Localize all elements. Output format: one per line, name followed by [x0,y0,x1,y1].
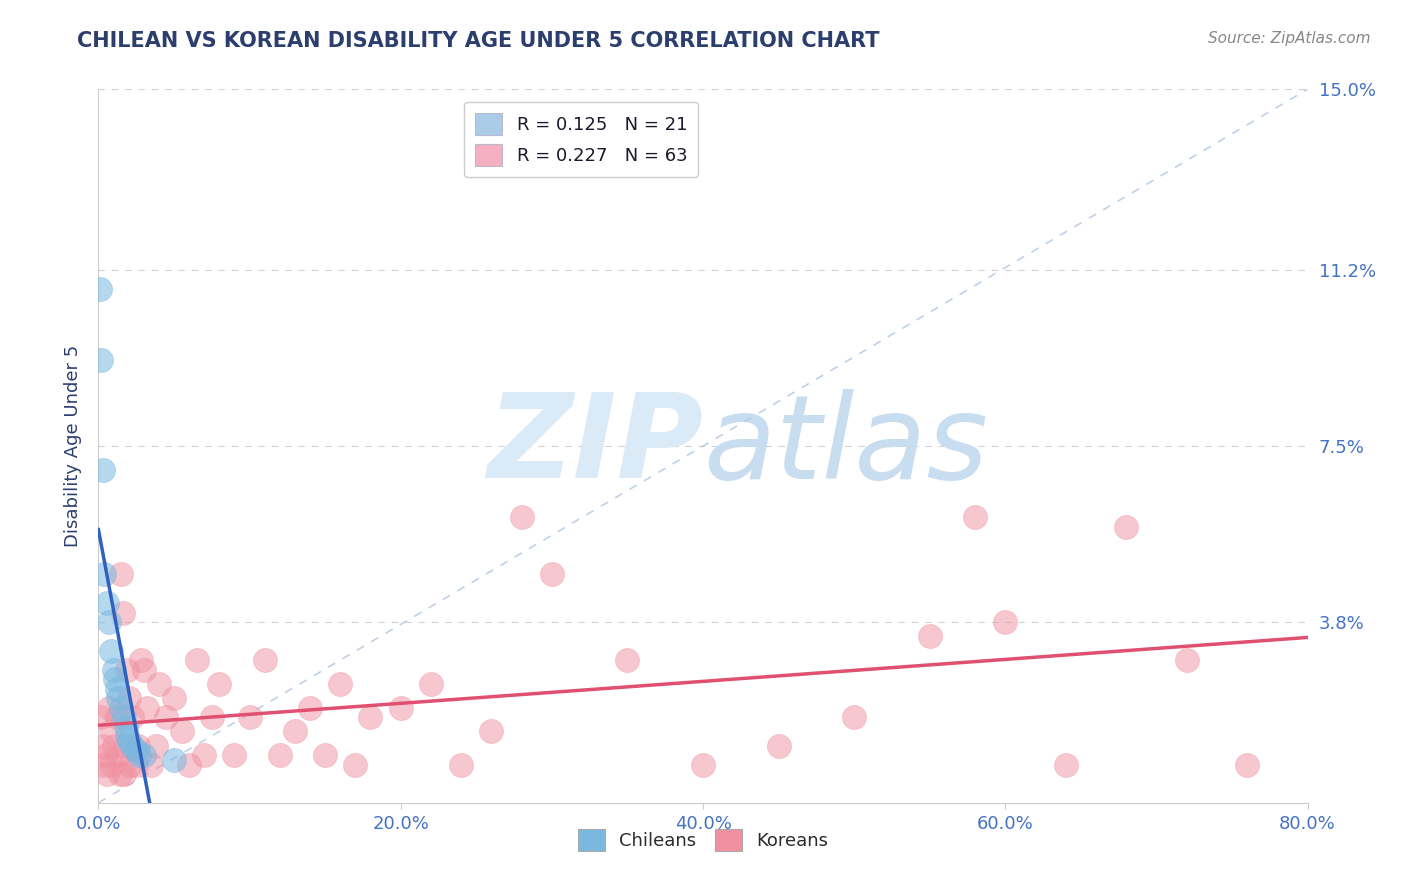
Point [616,653,638,667]
Point [110,700,132,714]
Point [132,748,155,763]
Point [170,724,193,739]
Text: ZIP: ZIP [486,389,703,503]
Point [91,463,114,477]
Point [93,757,115,772]
Point [118,734,141,748]
Point [94,748,117,763]
Point [111,606,134,620]
Point [299,700,322,714]
Point [107,691,129,706]
Point [108,767,131,781]
Point [100,724,122,739]
Point [481,724,503,739]
Point [104,672,127,686]
Point [135,700,157,714]
Point [112,710,135,724]
Point [163,691,186,706]
Point [360,710,382,724]
Point [129,653,152,667]
Point [107,748,129,763]
Point [120,757,142,772]
Point [91,739,114,753]
Point [98,700,121,714]
Point [844,710,866,724]
Point [314,748,336,763]
Point [692,757,714,772]
Point [114,720,136,734]
Point [994,615,1017,629]
Y-axis label: Disability Age Under 5: Disability Age Under 5 [63,345,82,547]
Point [132,663,155,677]
Point [105,681,128,696]
Point [110,567,132,582]
Point [118,691,141,706]
Point [121,710,143,724]
Point [114,739,136,753]
Point [155,710,177,724]
Point [186,653,208,667]
Point [115,729,138,743]
Point [208,677,231,691]
Point [98,615,121,629]
Point [100,643,122,657]
Point [1175,653,1198,667]
Point [96,596,118,610]
Point [193,748,215,763]
Point [90,710,112,724]
Point [540,567,562,582]
Text: Source: ZipAtlas.com: Source: ZipAtlas.com [1208,31,1371,46]
Point [105,710,128,724]
Point [103,663,125,677]
Point [115,663,138,677]
Point [1054,757,1077,772]
Point [89,282,111,296]
Point [224,748,246,763]
Point [101,757,124,772]
Point [768,739,790,753]
Point [112,767,135,781]
Point [918,629,941,643]
Text: CHILEAN VS KOREAN DISABILITY AGE UNDER 5 CORRELATION CHART: CHILEAN VS KOREAN DISABILITY AGE UNDER 5… [77,31,880,51]
Point [965,510,987,524]
Text: atlas: atlas [703,389,988,503]
Point [145,739,167,753]
Point [90,353,112,368]
Point [1115,520,1137,534]
Point [1236,757,1258,772]
Point [163,753,186,767]
Point [128,748,150,763]
Point [420,677,443,691]
Point [201,710,224,724]
Point [329,677,352,691]
Point [103,739,125,753]
Point [125,757,148,772]
Legend: Chileans, Koreans: Chileans, Koreans [571,822,835,858]
Point [284,724,307,739]
Point [450,757,472,772]
Point [269,748,291,763]
Point [510,510,533,524]
Point [141,757,163,772]
Point [93,567,115,582]
Point [239,710,262,724]
Point [389,700,412,714]
Point [344,757,367,772]
Point [148,677,170,691]
Point [121,739,143,753]
Point [179,757,201,772]
Point [125,743,148,757]
Point [127,739,149,753]
Point [96,767,118,781]
Point [253,653,276,667]
